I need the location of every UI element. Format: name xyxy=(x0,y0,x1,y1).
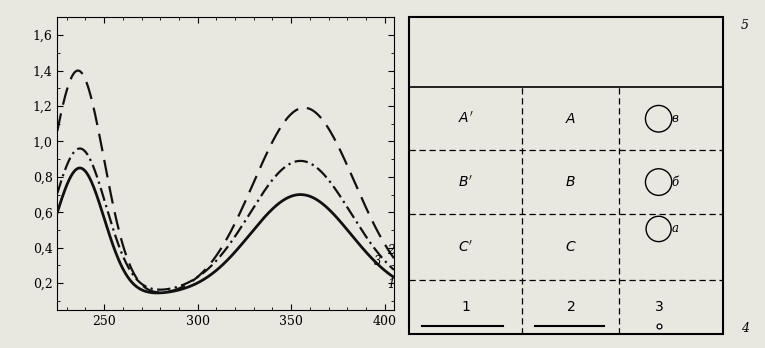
Text: $1$: $1$ xyxy=(461,300,470,314)
Text: $A$: $A$ xyxy=(565,112,577,126)
Text: 2: 2 xyxy=(387,244,395,257)
Text: 5: 5 xyxy=(741,19,749,32)
Text: б: б xyxy=(671,176,679,189)
Text: 4: 4 xyxy=(741,322,749,335)
Text: $C$: $C$ xyxy=(565,240,577,254)
Text: $C'$: $C'$ xyxy=(458,239,474,255)
Text: $B$: $B$ xyxy=(565,175,576,189)
Text: $B'$: $B'$ xyxy=(458,174,474,190)
Text: $2$: $2$ xyxy=(566,300,575,314)
Text: $3$: $3$ xyxy=(654,300,663,314)
Text: 3: 3 xyxy=(373,255,381,268)
Text: 1: 1 xyxy=(387,278,395,291)
Text: а: а xyxy=(671,222,679,236)
Text: в: в xyxy=(671,112,678,125)
Text: $A'$: $A'$ xyxy=(458,111,474,126)
